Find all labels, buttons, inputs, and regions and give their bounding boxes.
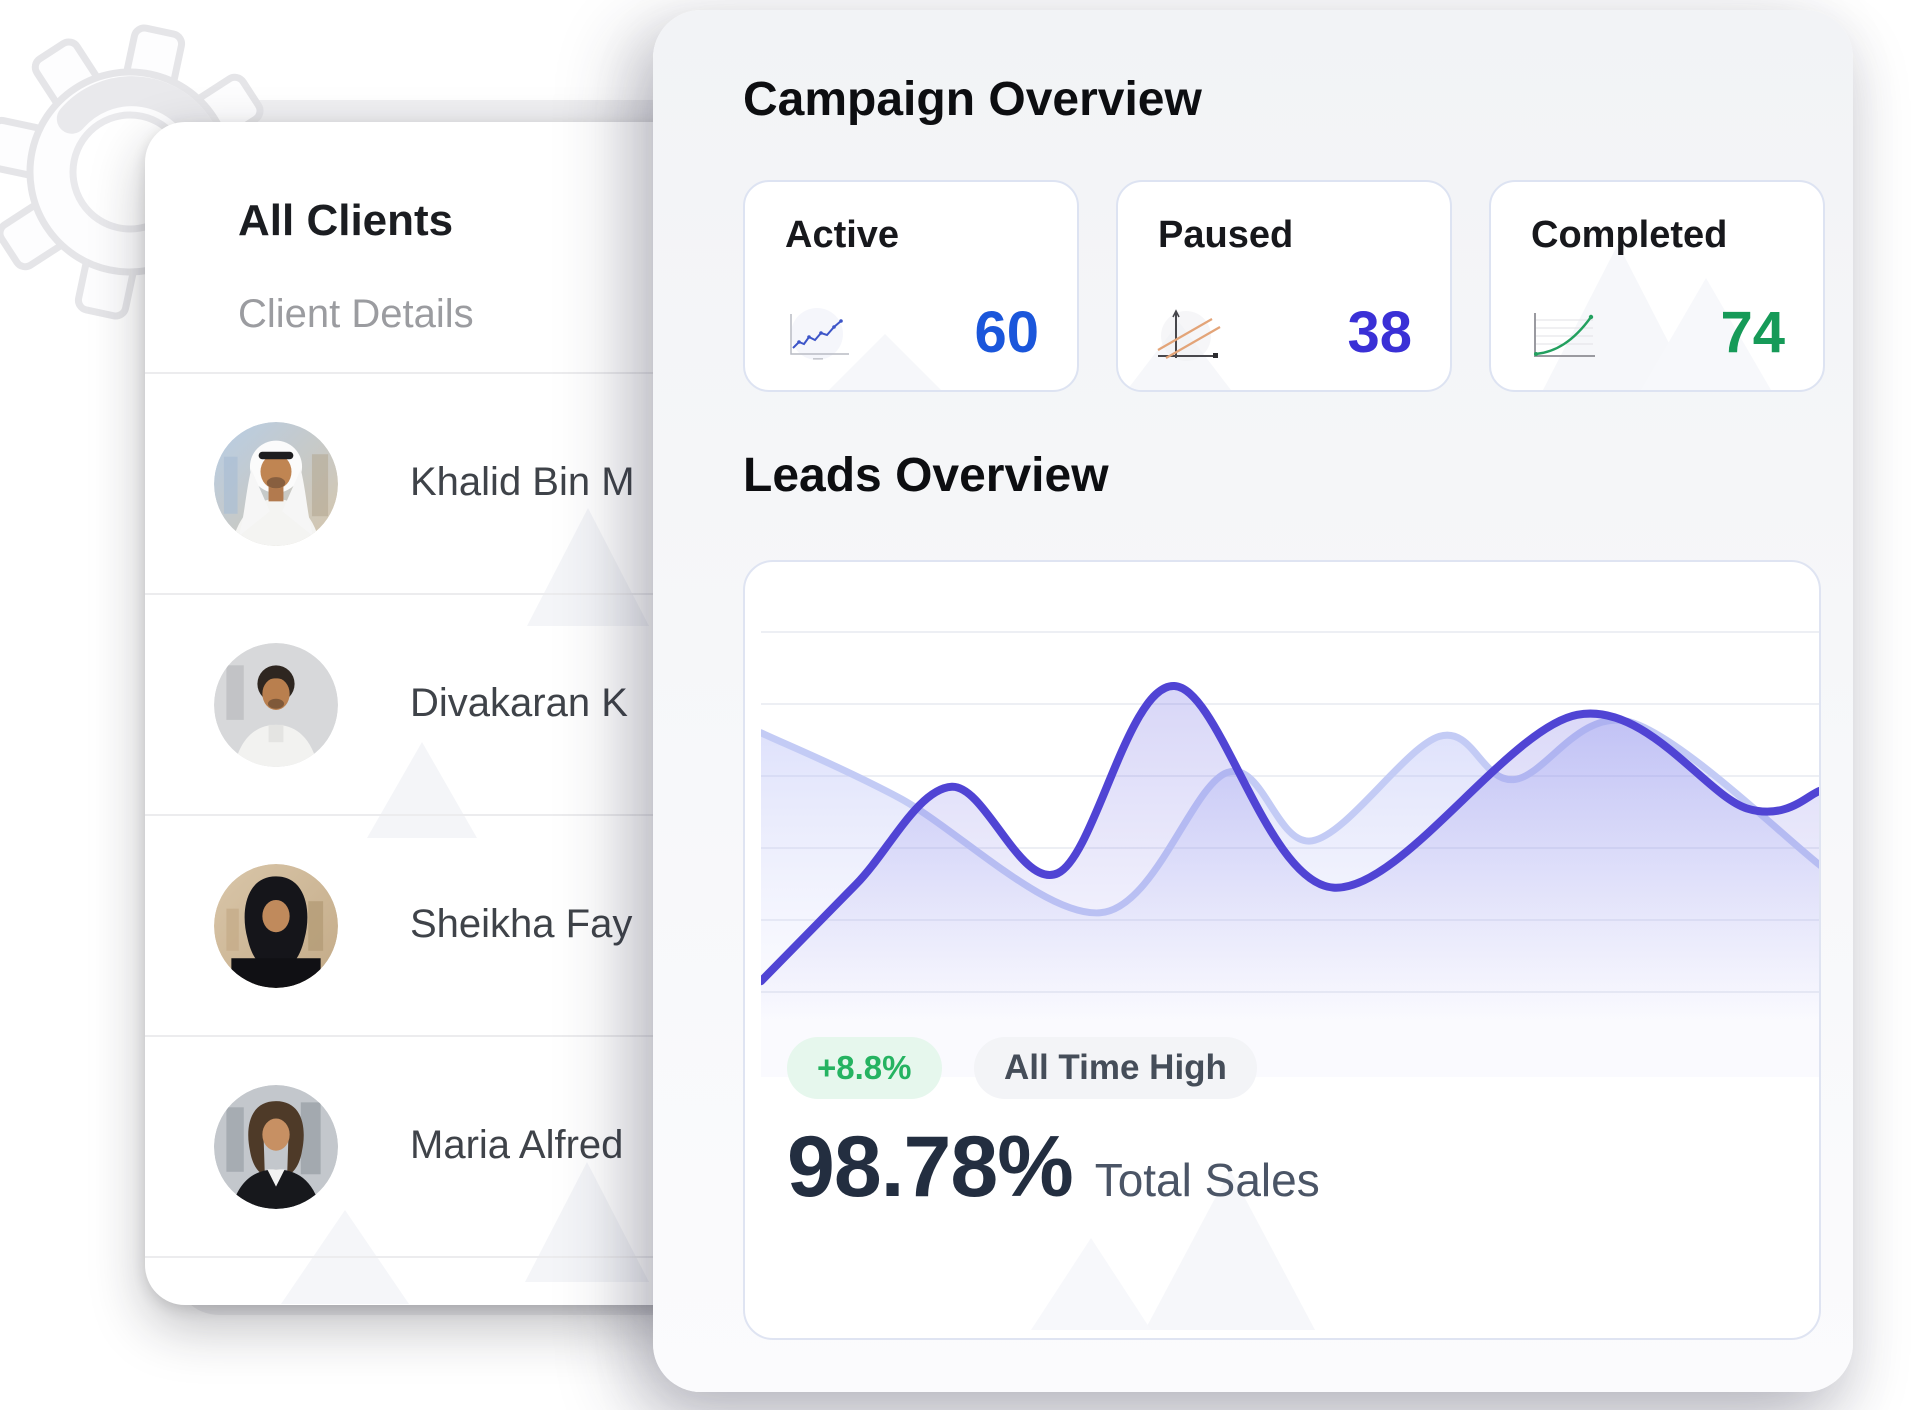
client-name: Khalid Bin M (410, 460, 635, 504)
total-sales-metric: 98.78% Total Sales (787, 1118, 1320, 1217)
client-avatar-maria (214, 1085, 338, 1209)
leads-chart-card: +8.8% All Time High 98.78% Total Sales (743, 560, 1821, 1340)
mini-parallel-lines-icon (1157, 309, 1221, 361)
stat-card-completed[interactable]: Completed 74 (1489, 180, 1825, 392)
stat-label: Paused (1158, 214, 1294, 256)
client-avatar-sheikha (214, 864, 338, 988)
client-avatar-khalid (214, 422, 338, 546)
clients-subtitle: Client Details (238, 292, 474, 336)
client-name: Maria Alfred (410, 1123, 624, 1167)
overview-panel: Campaign Overview Active 60 (653, 10, 1853, 1392)
client-name: Divakaran K (410, 681, 628, 725)
mini-line-chart-icon (790, 308, 849, 360)
stat-card-paused[interactable]: Paused 38 (1116, 180, 1452, 392)
client-avatar-divakaran (214, 643, 338, 767)
stat-value: 74 (1720, 300, 1785, 365)
client-row-maria[interactable]: Maria Alfred (145, 1037, 705, 1258)
client-row-sheikha[interactable]: Sheikha Fay (145, 816, 705, 1037)
all-time-high-badge: All Time High (973, 1037, 1257, 1099)
client-row-divakaran[interactable]: Divakaran K (145, 595, 705, 816)
metric-value: 98.78% (787, 1119, 1074, 1215)
clients-header: All Clients Client Details (145, 122, 705, 374)
campaign-overview-title: Campaign Overview (743, 73, 1202, 126)
clients-title: All Clients (238, 196, 454, 245)
growth-badge: +8.8% (787, 1037, 942, 1099)
clients-card: All Clients Client Details (145, 122, 705, 1305)
stat-value: 38 (1347, 300, 1412, 365)
metric-label: Total Sales (1094, 1154, 1320, 1206)
chart-series (761, 681, 1819, 1077)
stat-value: 60 (974, 300, 1039, 365)
leads-area-chart (761, 631, 1819, 1077)
client-name: Sheikha Fay (410, 902, 633, 946)
mini-growth-curve-icon (1534, 313, 1595, 357)
leads-overview-title: Leads Overview (743, 449, 1109, 502)
stat-label: Completed (1531, 214, 1728, 256)
badge-row: +8.8% All Time High (787, 1037, 1285, 1099)
campaign-stats-row: Active 60 Paused (743, 180, 1853, 392)
stat-label: Active (785, 214, 900, 256)
client-row-khalid[interactable]: Khalid Bin M (145, 374, 705, 595)
stat-card-active[interactable]: Active 60 (743, 180, 1079, 392)
